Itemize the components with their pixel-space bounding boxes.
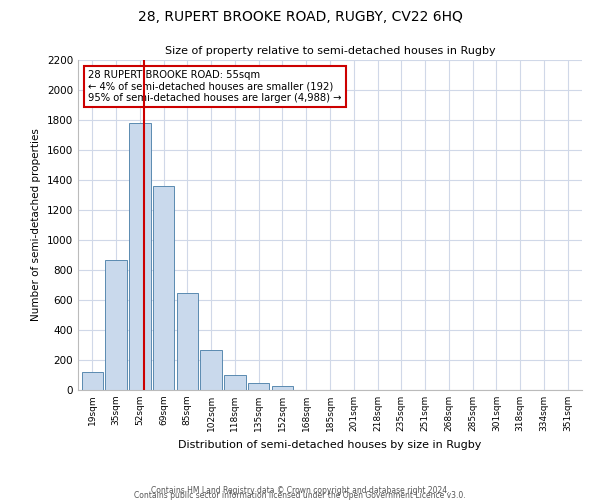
- Bar: [153, 186, 174, 390]
- Bar: [224, 375, 245, 390]
- X-axis label: Distribution of semi-detached houses by size in Rugby: Distribution of semi-detached houses by …: [178, 440, 482, 450]
- Bar: [106, 260, 127, 390]
- Bar: [129, 123, 151, 390]
- Y-axis label: Number of semi-detached properties: Number of semi-detached properties: [31, 128, 41, 322]
- Text: 28 RUPERT BROOKE ROAD: 55sqm
← 4% of semi-detached houses are smaller (192)
95% : 28 RUPERT BROOKE ROAD: 55sqm ← 4% of sem…: [88, 70, 341, 103]
- Bar: [200, 350, 222, 390]
- Bar: [272, 386, 293, 390]
- Bar: [176, 293, 198, 390]
- Bar: [82, 372, 103, 390]
- Text: 28, RUPERT BROOKE ROAD, RUGBY, CV22 6HQ: 28, RUPERT BROOKE ROAD, RUGBY, CV22 6HQ: [137, 10, 463, 24]
- Bar: [248, 382, 269, 390]
- Text: Contains HM Land Registry data © Crown copyright and database right 2024.: Contains HM Land Registry data © Crown c…: [151, 486, 449, 495]
- Text: Contains public sector information licensed under the Open Government Licence v3: Contains public sector information licen…: [134, 491, 466, 500]
- Title: Size of property relative to semi-detached houses in Rugby: Size of property relative to semi-detach…: [164, 46, 496, 56]
